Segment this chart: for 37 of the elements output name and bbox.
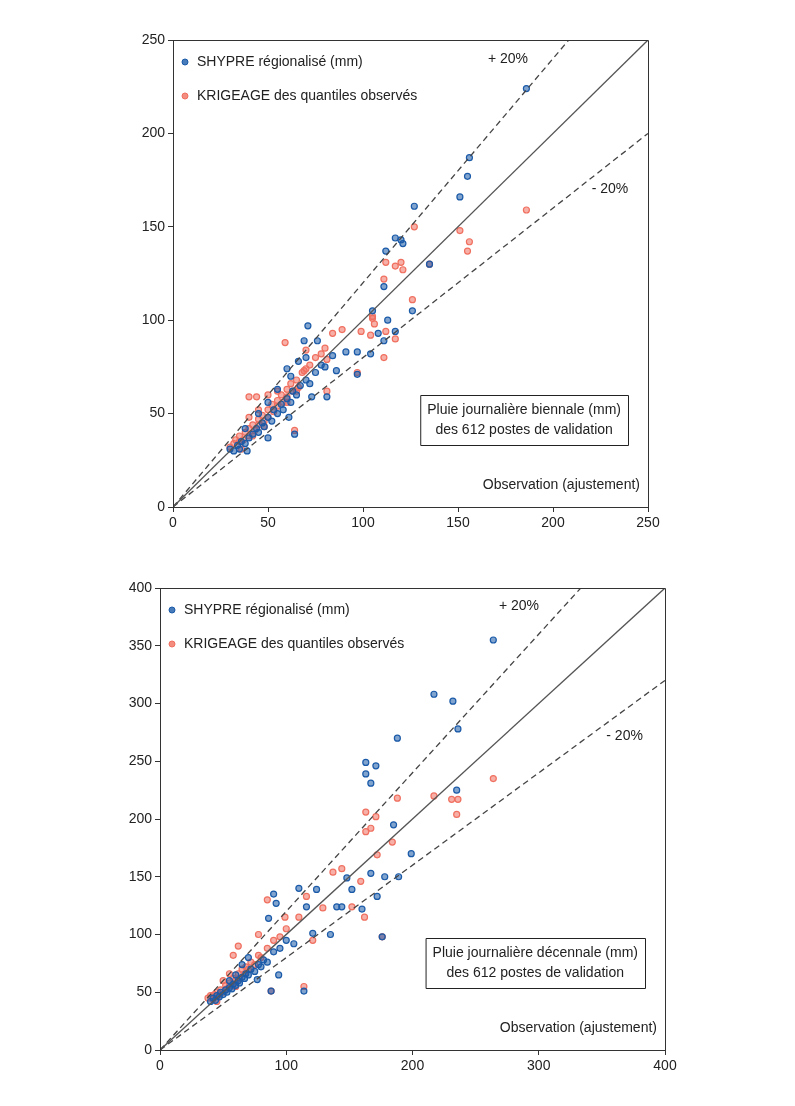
x-tick-label: 50 xyxy=(260,514,276,531)
legend-label: SHYPRE régionalisé (mm) xyxy=(197,52,363,69)
y-tick-label: 200 xyxy=(128,809,153,826)
y-tick-label: 150 xyxy=(141,217,166,234)
x-tick-label: 250 xyxy=(636,514,660,531)
annotation: Pluie journalière biennale (mm) des 612 postes de validation xyxy=(427,400,621,437)
x-tick-label: 0 xyxy=(169,514,178,531)
legend-label: KRIGEAGE des quantiles observés xyxy=(197,86,418,103)
legend-label: KRIGEAGE des quantiles observés xyxy=(184,634,405,651)
x-tick-label: 300 xyxy=(527,1057,551,1074)
annotation: + 20% xyxy=(498,597,540,614)
y-tick-label: 150 xyxy=(128,867,153,884)
y-tick-label: 100 xyxy=(128,925,153,942)
y-tick-label: 50 xyxy=(136,983,153,1000)
y-tick-label: 100 xyxy=(141,311,166,328)
x-tick-label: 150 xyxy=(446,514,470,531)
legend-label: SHYPRE régionalisé (mm) xyxy=(184,600,350,617)
y-tick-label: 400 xyxy=(128,578,153,595)
y-tick-label: 300 xyxy=(128,694,153,711)
annotation: - 20% xyxy=(591,180,629,197)
x-axis-title: Observation (ajustement) xyxy=(482,475,640,492)
y-tick-label: 200 xyxy=(141,124,166,141)
x-tick-label: 100 xyxy=(274,1057,299,1074)
y-tick-label: 350 xyxy=(128,636,153,653)
y-tick-label: 0 xyxy=(144,1040,153,1057)
annotation: Pluie journalière décennale (mm) des 612 postes de validation xyxy=(432,943,638,980)
annotation: - 20% xyxy=(606,726,643,743)
y-tick-label: 50 xyxy=(149,404,166,421)
y-tick-label: 250 xyxy=(128,752,153,769)
x-tick-label: 400 xyxy=(653,1057,677,1074)
x-tick-label: 200 xyxy=(400,1057,425,1074)
y-tick-label: 250 xyxy=(141,30,166,47)
x-axis-title: Observation (ajustement) xyxy=(499,1018,657,1035)
y-tick-label: 0 xyxy=(157,497,166,514)
annotation: + 20% xyxy=(487,49,528,66)
x-tick-label: 200 xyxy=(541,514,565,531)
x-tick-label: 100 xyxy=(351,514,375,531)
